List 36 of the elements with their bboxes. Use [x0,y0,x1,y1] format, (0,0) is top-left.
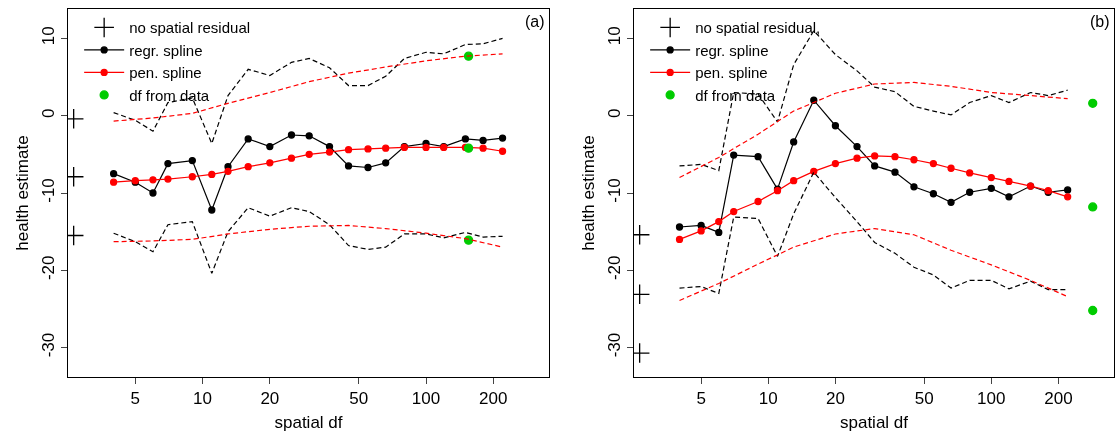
x-axis-title: spatial df [839,412,909,432]
y-axis-title: health estimate [12,135,32,251]
x-tick-label: 20 [825,389,845,409]
legend-label: pen. spline [695,64,768,82]
x-tick-label: 5 [696,389,706,409]
x-tick-label: 10 [193,389,213,409]
x-tick-label: 20 [260,389,280,409]
legend-label: no spatial residual, [695,19,821,37]
y-tick-label: 0 [39,108,59,118]
y-tick-label: -10 [605,178,625,203]
legend-label: df from data [129,86,210,104]
legend-label: regr. spline [129,41,203,59]
x-tick-label: 200 [479,389,508,409]
annotation: (a) [525,13,545,30]
legend-label: df from data [695,86,776,104]
y-tick-label: 0 [605,108,625,118]
y-tick-label: -10 [39,178,59,203]
x-tick-label: 10 [758,389,778,409]
y-tick-label: 10 [39,26,59,46]
y-tick-label: -30 [39,332,59,358]
x-tick-label: 50 [349,389,369,409]
annotation: (b) [1090,13,1110,30]
x-tick-label: 5 [130,389,141,409]
y-tick-label: -20 [605,255,625,281]
x-tick-label: 100 [977,389,1006,409]
y-tick-label: 10 [605,26,625,46]
x-tick-label: 50 [914,389,934,409]
legend-label: regr. spline [695,41,769,59]
legend-label: no spatial residual [129,19,251,37]
x-tick-label: 100 [411,389,441,409]
x-axis-title: spatial df [274,412,343,432]
legend-label: pen. spline [129,64,202,82]
x-tick-label: 200 [1044,389,1073,409]
y-axis-title: health estimate [578,135,598,251]
y-tick-label: -20 [39,255,59,281]
y-tick-label: -30 [605,332,625,358]
